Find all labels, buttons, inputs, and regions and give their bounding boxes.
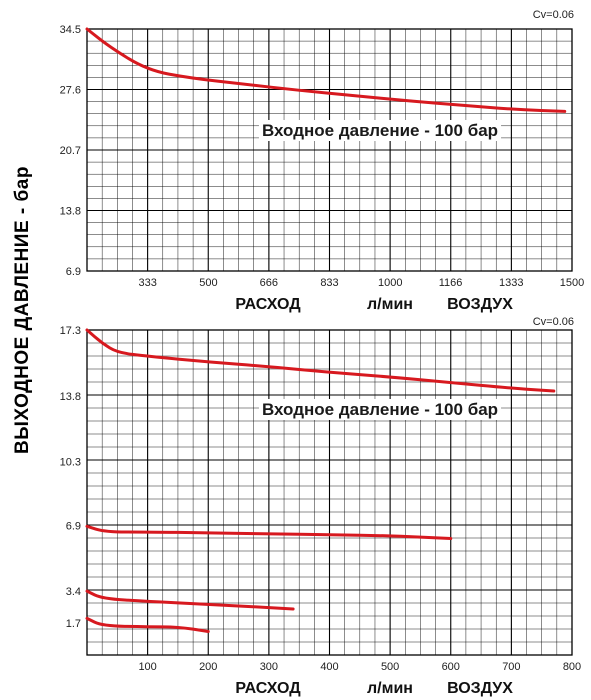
plot-frame — [86, 329, 573, 656]
series-line-3 — [85, 589, 295, 611]
x-tick-label: 500 — [381, 661, 399, 673]
inlet-pressure-label: Входное давление - 100 бар — [262, 400, 498, 419]
x-axis-unit: л/мин — [367, 680, 413, 697]
x-axis-title: РАСХОД — [235, 296, 301, 313]
inlet-pressure-label-bg — [258, 399, 502, 420]
y-tick-label: 34.5 — [60, 24, 81, 36]
x-tick-label: 833 — [320, 277, 338, 289]
cv-note: Cv=0.06 — [533, 316, 574, 328]
x-tick-label: 1500 — [560, 277, 584, 289]
x-tick-label: 400 — [320, 661, 338, 673]
x-axis-medium: ВОЗДУХ — [447, 296, 513, 313]
y-tick-label: 13.8 — [60, 206, 81, 218]
x-tick-label: 700 — [502, 661, 520, 673]
plot-frame — [86, 28, 573, 272]
x-tick-label: 300 — [260, 661, 278, 673]
series-line-1 — [85, 328, 556, 393]
inlet-pressure-label-bg — [258, 120, 502, 141]
cv-note: Cv=0.06 — [533, 9, 574, 21]
x-tick-label: 200 — [199, 661, 217, 673]
inlet-pressure-label: Входное давление - 100 бар — [262, 121, 498, 140]
series-line-1 — [85, 27, 567, 113]
x-tick-label: 1166 — [439, 277, 463, 289]
y-tick-label: 6.9 — [66, 266, 81, 278]
y-axis-title: ВЫХОДНОЕ ДАВЛЕНИЕ - бар — [12, 166, 33, 454]
y-tick-label: 27.6 — [60, 85, 81, 97]
x-tick-label: 800 — [563, 661, 581, 673]
x-axis-medium: ВОЗДУХ — [447, 680, 513, 697]
x-tick-label: 500 — [199, 277, 217, 289]
y-tick-label: 6.9 — [66, 520, 81, 532]
x-axis-title: РАСХОД — [235, 680, 301, 697]
y-tick-label: 1.7 — [66, 618, 81, 630]
chart-top: 34.5 27.6 20.7 13.8 6.9 333 500 666 833 1000 1166 1… — [60, 9, 585, 313]
x-tick-label: 100 — [138, 661, 156, 673]
x-tick-label: 600 — [442, 661, 460, 673]
x-tick-label: 1000 — [378, 277, 402, 289]
x-tick-label: 666 — [260, 277, 278, 289]
y-tick-label: 3.4 — [66, 586, 81, 598]
series-line-2 — [85, 524, 453, 541]
y-tick-label: 13.8 — [60, 391, 81, 403]
series-line-4 — [85, 616, 210, 634]
x-tick-label: 1333 — [499, 277, 523, 289]
x-axis-unit: л/мин — [367, 296, 413, 313]
chart-bottom: 17.3 13.8 10.3 6.9 3.4 1.7 100 200 300 400 500 600 7… — [60, 316, 582, 697]
y-tick-label: 20.7 — [60, 145, 81, 157]
x-tick-label: 333 — [139, 277, 157, 289]
y-tick-label: 17.3 — [60, 325, 81, 337]
y-tick-label: 10.3 — [60, 457, 81, 469]
